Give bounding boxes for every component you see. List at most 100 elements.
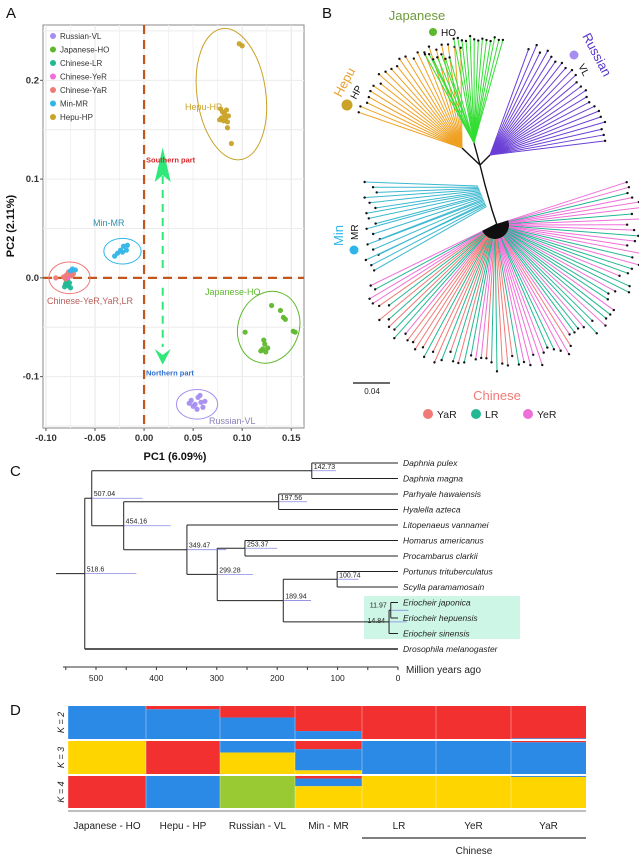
hepu-branch	[398, 58, 463, 149]
hepu-tip	[416, 51, 419, 54]
min-branch	[367, 199, 485, 245]
chinese-branch	[407, 235, 487, 341]
min-branch	[366, 192, 482, 214]
ancestry-bar-segment	[362, 706, 436, 739]
ancestry-bar-segment	[68, 741, 146, 774]
ancestry-bar-segment	[220, 776, 295, 808]
russian-branch	[489, 67, 566, 156]
data-point	[221, 111, 228, 117]
legend-item: Hepu-HP	[60, 113, 93, 122]
russian-branch	[489, 61, 556, 156]
data-point	[262, 341, 268, 347]
russian-tip	[597, 109, 601, 113]
legend-swatch	[50, 33, 56, 39]
chinese-tip	[628, 284, 631, 288]
min-tip	[374, 206, 377, 210]
time-tree: Daphnia pulex Daphnia magna Parhyale hawai…	[56, 458, 520, 683]
chinese-branch	[508, 225, 635, 231]
min-tip	[370, 264, 373, 267]
chinese-branch	[503, 235, 585, 328]
russian-tip	[574, 73, 577, 77]
data-point	[190, 403, 196, 409]
chinese-tip	[612, 308, 616, 312]
chinese-tip	[457, 361, 460, 365]
chinese-branch	[504, 234, 598, 334]
russian-tip	[527, 47, 530, 51]
chinese-inner-branch	[482, 224, 496, 232]
chinese-tip	[369, 284, 372, 287]
data-point	[119, 249, 126, 255]
taxon-label: Portunus trituberculatus	[403, 567, 494, 577]
panel-label-d: D	[10, 702, 21, 719]
min-branch	[369, 190, 481, 204]
data-point	[224, 125, 231, 131]
russian-branch	[489, 44, 538, 156]
min-branch	[372, 201, 485, 251]
supergroup-label: Chinese	[456, 846, 493, 857]
chinese-tip	[449, 350, 452, 354]
min-branch	[376, 187, 480, 193]
node-age-label: 454.16	[126, 519, 148, 526]
min-tip	[368, 201, 371, 204]
chinese-branch	[388, 233, 485, 306]
hepu-tip	[377, 72, 381, 76]
chinese-branch	[494, 238, 498, 372]
min-branch	[371, 204, 487, 266]
legend-item: Chinese-LR	[60, 59, 102, 68]
chinese-tip	[495, 370, 499, 373]
min-branch	[372, 197, 484, 235]
cluster-label: Japanese-HO	[205, 287, 261, 297]
japanese-branch	[473, 38, 483, 144]
chinese-tip	[573, 331, 576, 334]
ancestry-bar-segment	[436, 776, 511, 808]
japanese-branch	[445, 58, 475, 144]
node-age-label: 189.94	[285, 594, 307, 601]
data-point	[202, 398, 208, 404]
hepu-tip	[357, 111, 360, 114]
ancestry-bar-segment	[511, 742, 586, 774]
chinese-branch	[505, 234, 606, 326]
chinese-branch	[506, 231, 609, 294]
russian-tip	[575, 81, 578, 84]
chinese-branch	[495, 238, 509, 366]
chinese-tip	[630, 267, 634, 271]
arrow-up-icon	[154, 147, 171, 183]
cluster-ellipse	[236, 290, 301, 364]
cluster-ellipse	[103, 237, 142, 265]
chinese-tip	[451, 360, 455, 363]
taxon-label: Eriocheir hepuensis	[403, 613, 478, 623]
data-point	[222, 115, 229, 121]
clade-label-min: Min	[331, 225, 346, 246]
chinese-branch	[412, 236, 488, 343]
ancestry-bar-segment	[295, 749, 362, 771]
russian-branch	[489, 52, 541, 156]
russian-branch	[489, 96, 587, 156]
hepu-tip	[404, 55, 407, 58]
legend-item: Japanese-HO	[60, 46, 109, 55]
chinese-branch	[388, 234, 486, 328]
data-point	[194, 406, 200, 412]
chinese-tip	[371, 302, 375, 305]
russian-branch	[489, 116, 601, 156]
node-age-label: 100.74	[339, 572, 361, 579]
tree-legend-item: YaR	[437, 409, 457, 421]
russian-tip	[602, 133, 605, 137]
chinese-tip	[511, 354, 514, 358]
chinese-tip	[631, 256, 634, 259]
chinese-branch	[405, 235, 487, 335]
russian-tip	[546, 49, 549, 53]
hepu-branch	[385, 71, 463, 149]
data-point	[263, 349, 269, 355]
russian-branch	[489, 89, 587, 156]
chinese-branch	[496, 238, 520, 365]
taxon-label: Parhyale hawaiensis	[403, 489, 482, 499]
russian-branch	[489, 62, 563, 156]
chinese-tip	[595, 332, 598, 335]
group-label: Min - MR	[308, 821, 349, 832]
japanese-tip	[452, 37, 455, 40]
russian-branch	[489, 105, 595, 156]
min-tip	[363, 196, 366, 199]
chinese-tip	[373, 288, 377, 291]
time-axis-label: 0	[396, 673, 401, 683]
russian-tip	[603, 139, 607, 143]
